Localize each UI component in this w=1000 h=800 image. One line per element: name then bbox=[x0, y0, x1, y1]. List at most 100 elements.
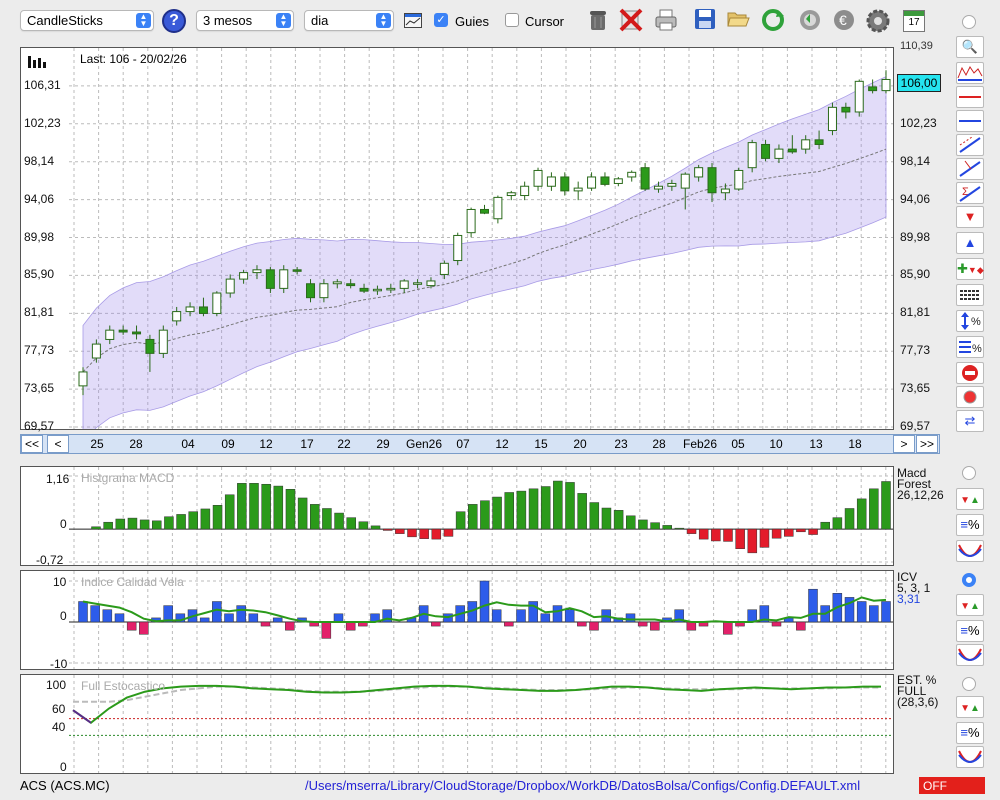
cursor-checkbox[interactable] bbox=[505, 13, 519, 27]
price-tick-left: 106,31 bbox=[24, 77, 61, 92]
icv-signals-icon[interactable]: ▼▲ bbox=[956, 594, 984, 616]
stoch-legend-line: EST. % bbox=[897, 673, 937, 687]
grid-lines-graphic bbox=[960, 290, 980, 300]
config-path-link[interactable]: /Users/mserra/Library/CloudStorage/Dropb… bbox=[305, 778, 861, 793]
last-page-button[interactable]: >> bbox=[916, 435, 938, 453]
arrow-up-icon[interactable]: ▲ bbox=[956, 232, 984, 254]
percent-lines-icon[interactable]: % bbox=[956, 336, 984, 358]
macd-select-radio[interactable] bbox=[962, 466, 976, 480]
macd-bar bbox=[334, 512, 344, 530]
icv-select-radio[interactable] bbox=[962, 573, 976, 587]
candle bbox=[854, 80, 864, 113]
euro-icon-graphic: € bbox=[834, 10, 854, 30]
stoch-signals-icon[interactable]: ▼▲ bbox=[956, 696, 984, 718]
open-folder-icon-graphic bbox=[727, 12, 750, 27]
print-icon[interactable] bbox=[653, 8, 679, 34]
candle bbox=[680, 173, 690, 189]
horizontal-line-red-icon[interactable] bbox=[956, 86, 984, 108]
add-signals-icon[interactable]: ✚▼◆ bbox=[956, 258, 984, 280]
next-page-button[interactable]: > bbox=[893, 435, 915, 453]
chart-type-select[interactable]: CandleSticks ▲ ▼ bbox=[20, 10, 154, 31]
candle bbox=[546, 176, 556, 187]
icv-bar bbox=[90, 605, 100, 623]
icv-lines-icon[interactable] bbox=[956, 644, 984, 666]
macd-bar bbox=[723, 528, 733, 542]
interval-select[interactable]: dia ▲ ▼ bbox=[304, 10, 394, 31]
delete-chart-icon[interactable] bbox=[618, 8, 644, 34]
horizontal-line-blue-icon[interactable] bbox=[956, 110, 984, 132]
candle bbox=[587, 176, 597, 189]
help-icon[interactable]: ? bbox=[162, 9, 186, 33]
icv-bar bbox=[126, 621, 137, 631]
stochastic-panel[interactable]: Full Estocastico bbox=[20, 674, 894, 774]
macd-bar bbox=[322, 508, 332, 530]
icv-bar bbox=[552, 605, 563, 623]
trendline-icon[interactable] bbox=[956, 158, 984, 180]
save-icon-graphic bbox=[695, 9, 715, 29]
record-icon[interactable] bbox=[956, 386, 984, 408]
channel-icon[interactable] bbox=[956, 134, 984, 156]
grid-lines-icon[interactable] bbox=[956, 284, 984, 306]
percent-lines-graphic: % bbox=[959, 341, 982, 355]
candle bbox=[747, 142, 757, 169]
calendar-icon[interactable]: 17 bbox=[901, 8, 927, 34]
refresh-icon[interactable] bbox=[760, 8, 786, 34]
macd-lines-icon[interactable] bbox=[956, 540, 984, 562]
prev-page-button[interactable]: < bbox=[47, 435, 69, 453]
arrow-down-icon[interactable]: ▼ bbox=[956, 206, 984, 228]
candle bbox=[640, 167, 650, 190]
trash-icon[interactable] bbox=[585, 8, 611, 34]
download-globe-icon[interactable] bbox=[797, 8, 823, 34]
current-price-tag: 106,00 bbox=[897, 74, 941, 92]
stoch-select-radio[interactable] bbox=[962, 677, 976, 691]
zoom-icon[interactable]: 🔍 bbox=[956, 36, 984, 58]
price-chart-type-icon[interactable] bbox=[956, 62, 984, 84]
chart-window-icon[interactable] bbox=[404, 13, 422, 28]
price-tick-left: 81,81 bbox=[24, 305, 55, 320]
macd-bar bbox=[601, 507, 612, 530]
open-folder-icon[interactable] bbox=[725, 8, 751, 34]
candle bbox=[145, 338, 155, 354]
price-chart-type-graphic bbox=[957, 66, 983, 81]
stoch-lines-icon[interactable] bbox=[956, 746, 984, 768]
price-tick-left: 94,06 bbox=[24, 191, 55, 206]
macd-bar bbox=[698, 528, 709, 540]
icv-bar bbox=[321, 621, 332, 639]
date-tick: 22 bbox=[337, 437, 351, 451]
stoch-tick-0: 0 bbox=[60, 760, 67, 774]
macd-percent-icon[interactable]: ≡% bbox=[956, 514, 984, 536]
macd-panel[interactable]: Histgrama MACD bbox=[20, 466, 894, 566]
swap-icon[interactable]: ⇄ bbox=[956, 410, 984, 432]
price-chart-panel[interactable]: Last: 106 - 20/02/26 bbox=[20, 47, 894, 430]
stoch-percent-icon[interactable]: ≡% bbox=[956, 722, 984, 744]
period-select[interactable]: 3 mesos ▲ ▼ bbox=[196, 10, 294, 31]
icv-panel[interactable]: Indice Calidad Vela bbox=[20, 570, 894, 670]
price-tick-left: 102,23 bbox=[24, 115, 61, 130]
stoch-tick-40: 40 bbox=[52, 720, 66, 734]
price-top-tick: 110,39 bbox=[900, 40, 933, 52]
icv-bar bbox=[491, 609, 502, 623]
gear-icon[interactable] bbox=[865, 8, 891, 34]
macd-bar bbox=[540, 486, 551, 530]
toolbar-radio[interactable] bbox=[962, 15, 976, 29]
save-icon[interactable] bbox=[692, 8, 718, 34]
macd-bar bbox=[613, 510, 624, 530]
candle bbox=[480, 208, 489, 214]
candle bbox=[132, 331, 142, 335]
first-page-button[interactable]: << bbox=[21, 435, 43, 453]
macd-signals-icon[interactable]: ▼▲ bbox=[956, 488, 984, 510]
date-navigation-bar[interactable]: << < 25 28 04 09 12 17 22 29 Gen26 07 12 15 20 23 28 Fe… bbox=[20, 434, 940, 454]
date-tick: 28 bbox=[129, 437, 143, 451]
hline-blue-graphic bbox=[959, 120, 981, 122]
guides-checkbox[interactable]: ✓ bbox=[434, 13, 448, 27]
icv-percent-icon[interactable]: ≡% bbox=[956, 620, 984, 642]
percent-scale-icon[interactable]: % bbox=[956, 310, 984, 332]
price-tick-left: 69,57 bbox=[24, 419, 55, 433]
price-chart bbox=[69, 48, 893, 429]
off-status-badge[interactable]: OFF bbox=[919, 777, 985, 794]
sigma-line-icon[interactable]: Σ bbox=[956, 182, 984, 204]
candle bbox=[158, 329, 168, 354]
macd-bar bbox=[164, 516, 174, 530]
no-entry-icon[interactable] bbox=[956, 362, 984, 384]
euro-icon[interactable]: € bbox=[831, 8, 857, 34]
